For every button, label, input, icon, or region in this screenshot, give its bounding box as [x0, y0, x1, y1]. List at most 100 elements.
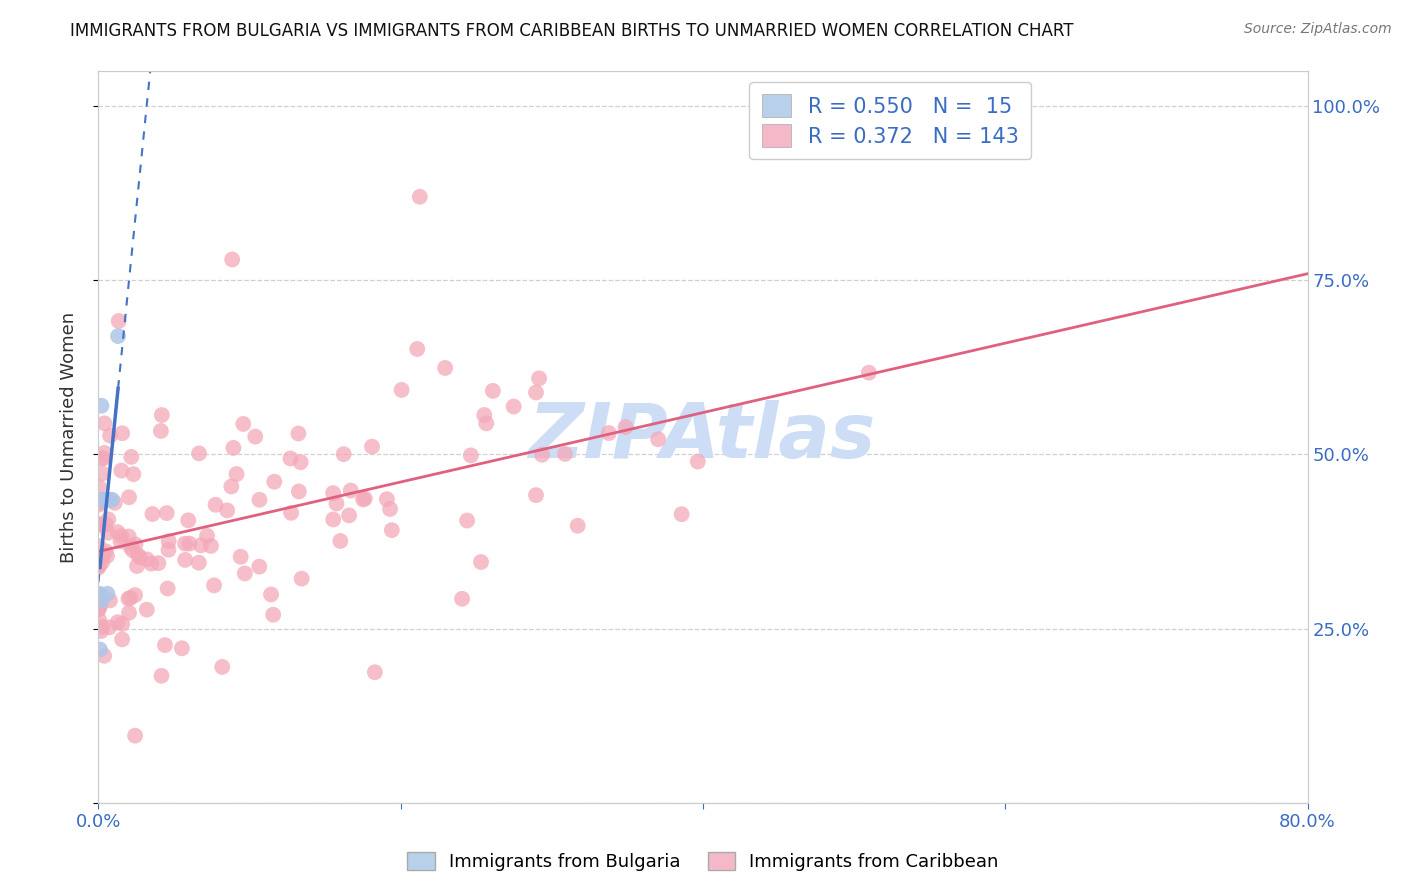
Point: [322, 512, 344, 526]
Point: [460, 449, 482, 463]
Point: [502, 400, 524, 414]
Point: [190, 538, 212, 552]
Point: [671, 507, 693, 521]
Point: [107, 314, 129, 328]
Point: [127, 549, 149, 563]
Point: [339, 483, 361, 498]
Point: [104, 496, 127, 510]
Point: [249, 492, 271, 507]
Point: [329, 533, 352, 548]
Point: [87, 498, 110, 512]
Point: [290, 455, 312, 469]
Point: [89, 599, 111, 614]
Point: [124, 588, 146, 602]
Point: [121, 543, 143, 558]
Point: [288, 484, 311, 499]
Point: [87, 517, 110, 532]
Legend: Immigrants from Bulgaria, Immigrants from Caribbean: Immigrants from Bulgaria, Immigrants fro…: [401, 845, 1005, 879]
Point: [291, 572, 314, 586]
Point: [96, 587, 118, 601]
Point: [262, 607, 284, 622]
Point: [110, 463, 132, 477]
Point: [280, 451, 302, 466]
Point: [87, 558, 110, 573]
Point: [482, 384, 505, 398]
Point: [451, 591, 474, 606]
Point: [381, 523, 404, 537]
Point: [117, 591, 139, 606]
Point: [472, 408, 495, 422]
Point: [222, 441, 245, 455]
Point: [352, 492, 374, 507]
Point: [93, 492, 115, 507]
Point: [101, 492, 124, 507]
Point: [156, 506, 179, 520]
Point: [378, 502, 401, 516]
Point: [89, 642, 111, 657]
Point: [858, 366, 880, 380]
Point: [375, 492, 398, 507]
Point: [280, 506, 302, 520]
Point: [322, 486, 344, 500]
Point: [94, 517, 117, 532]
Point: [524, 385, 547, 400]
Point: [135, 602, 157, 616]
Point: [195, 529, 218, 543]
Point: [110, 529, 132, 543]
Point: [96, 492, 118, 507]
Point: [91, 451, 114, 466]
Point: [524, 488, 547, 502]
Point: [91, 492, 114, 507]
Point: [87, 613, 110, 627]
Point: [174, 536, 197, 550]
Point: [94, 544, 117, 558]
Point: [98, 620, 121, 634]
Point: [89, 589, 111, 603]
Point: [647, 432, 669, 446]
Point: [91, 549, 114, 564]
Point: [364, 665, 387, 680]
Point: [87, 480, 110, 494]
Point: [527, 371, 550, 385]
Point: [90, 594, 112, 608]
Point: [91, 556, 114, 570]
Point: [110, 534, 132, 549]
Point: [247, 559, 270, 574]
Point: [111, 426, 134, 441]
Point: [120, 450, 142, 464]
Point: [111, 616, 134, 631]
Point: [89, 599, 111, 614]
Point: [87, 602, 110, 616]
Point: [125, 559, 148, 574]
Point: [200, 539, 222, 553]
Point: [221, 479, 243, 493]
Point: [148, 556, 170, 570]
Point: [156, 582, 179, 596]
Point: [90, 495, 112, 509]
Point: [150, 408, 173, 422]
Point: [217, 503, 239, 517]
Point: [170, 641, 193, 656]
Point: [177, 513, 200, 527]
Point: [141, 507, 163, 521]
Point: [93, 417, 115, 431]
Point: [90, 624, 112, 638]
Point: [98, 428, 121, 442]
Point: [107, 615, 129, 630]
Point: [325, 496, 347, 510]
Point: [202, 578, 225, 592]
Point: [245, 429, 267, 443]
Point: [118, 529, 141, 543]
Point: [98, 593, 121, 607]
Point: [96, 549, 118, 563]
Point: [124, 729, 146, 743]
Point: [124, 537, 146, 551]
Point: [111, 632, 134, 647]
Point: [204, 498, 226, 512]
Text: Source: ZipAtlas.com: Source: ZipAtlas.com: [1244, 22, 1392, 37]
Point: [129, 550, 152, 565]
Point: [232, 417, 254, 431]
Point: [93, 446, 115, 460]
Point: [353, 491, 375, 506]
Point: [554, 447, 576, 461]
